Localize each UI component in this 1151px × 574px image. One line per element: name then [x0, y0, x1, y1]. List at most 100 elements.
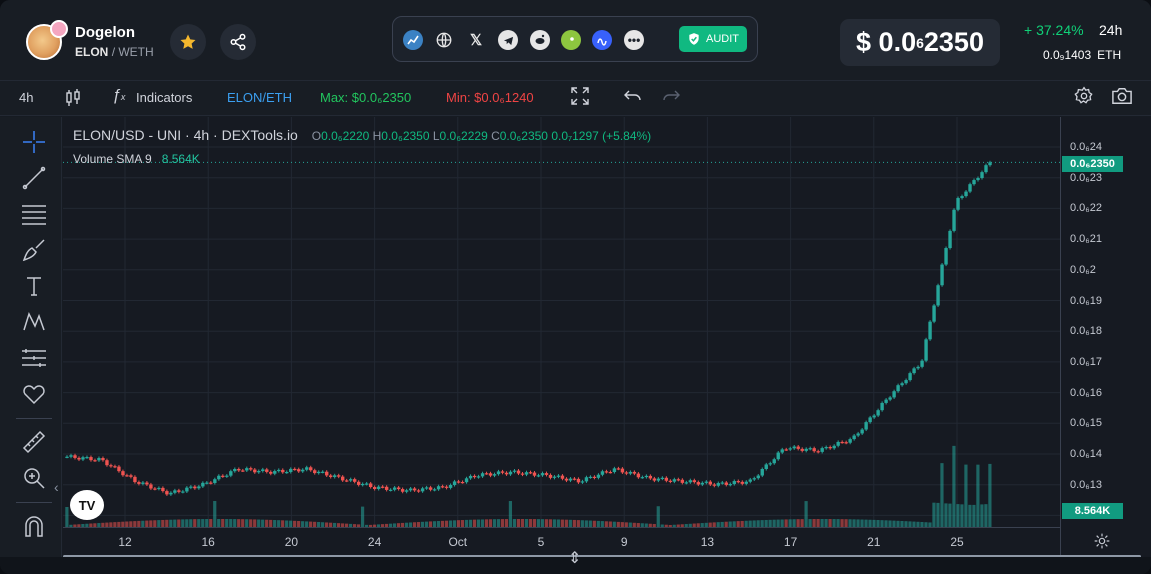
pair-switch-button[interactable]: ELON/ETH — [227, 90, 293, 105]
share-button[interactable] — [220, 24, 256, 60]
undo-button[interactable] — [624, 87, 642, 108]
chain-badge — [50, 20, 68, 38]
trendline-tool[interactable] — [20, 165, 48, 191]
volume-bar — [812, 519, 816, 527]
volume-bar — [892, 520, 896, 527]
price-chart[interactable] — [63, 117, 1060, 527]
volume-bar — [404, 522, 409, 527]
candle-body — [844, 442, 848, 444]
volume-bar — [281, 520, 285, 527]
volume-bar — [572, 519, 576, 527]
volume-bar — [828, 519, 832, 527]
eth-price: 0.0₉1403 ETH — [1043, 48, 1121, 62]
candle-body — [956, 198, 960, 210]
base-symbol: ELON — [75, 45, 109, 59]
candle-body — [237, 469, 241, 471]
candle-body — [984, 165, 988, 173]
collapse-tools-icon[interactable]: ‹ — [54, 479, 59, 495]
magnet-tool[interactable] — [20, 513, 48, 539]
indicators-button[interactable]: Indicators — [136, 90, 193, 105]
volume-bar — [820, 519, 824, 527]
volume-bar — [636, 523, 640, 527]
tools-divider-2 — [16, 502, 52, 503]
volume-bar — [209, 519, 213, 527]
coinmarketcap-icon[interactable] — [592, 30, 612, 50]
favorite-button[interactable] — [170, 24, 206, 60]
candle-body — [636, 473, 641, 478]
volume-bar — [608, 521, 612, 527]
change-period: 24h — [1099, 22, 1123, 38]
axis-settings-button[interactable] — [1094, 533, 1110, 554]
fib-tool[interactable] — [20, 201, 48, 227]
volume-bar — [560, 519, 564, 527]
reddit-icon[interactable] — [530, 30, 550, 50]
settings-button[interactable] — [1074, 86, 1094, 109]
volume-bar — [149, 520, 153, 527]
fullscreen-button[interactable] — [571, 87, 589, 108]
volume-bar — [816, 519, 820, 527]
interval-button[interactable]: 4h — [19, 90, 34, 105]
chart-icon[interactable] — [403, 30, 423, 50]
candle-body — [884, 399, 888, 403]
volume-bar — [808, 519, 812, 527]
candle-body — [564, 478, 569, 481]
volume-bar — [257, 519, 261, 527]
candle-body — [113, 466, 117, 468]
pattern-tool[interactable] — [20, 309, 48, 335]
price-zero-count: 6 — [916, 34, 924, 51]
candle-body — [940, 264, 944, 286]
x-icon[interactable]: 𝕏 — [469, 32, 483, 49]
candle-body — [101, 458, 105, 461]
volume-bar — [768, 519, 772, 527]
crosshair-tool[interactable] — [20, 129, 48, 155]
candle-body — [177, 490, 181, 492]
candle-body — [169, 492, 173, 495]
volume-bar — [376, 524, 381, 527]
candle-body — [924, 339, 928, 361]
candle-body — [229, 471, 233, 476]
candle-body — [293, 468, 297, 471]
time-axis[interactable] — [63, 527, 1060, 557]
candle-body — [944, 248, 948, 265]
time-axis-label: 21 — [867, 535, 881, 549]
audit-button[interactable]: AUDIT — [679, 26, 747, 52]
redo-button[interactable] — [662, 87, 680, 108]
brush-tool[interactable] — [20, 237, 48, 263]
measure-tool[interactable] — [20, 429, 48, 455]
volume-bar — [976, 464, 980, 527]
telegram-icon[interactable] — [498, 30, 518, 50]
candle-type-button[interactable] — [64, 88, 82, 111]
volume-bar — [141, 520, 145, 527]
volume-bar — [732, 521, 736, 527]
volume-bar — [556, 519, 560, 527]
volume-bar — [392, 523, 397, 527]
zoom-tool[interactable] — [20, 465, 48, 491]
token-avatar — [26, 20, 68, 60]
coingecko-icon[interactable] — [561, 30, 581, 50]
favorites-tool[interactable] — [20, 381, 48, 407]
text-tool[interactable] — [20, 273, 48, 299]
volume-bar — [388, 523, 393, 527]
volume-bar — [948, 503, 952, 527]
screenshot-button[interactable] — [1111, 86, 1133, 109]
text-icon — [27, 277, 41, 296]
resize-handle-icon[interactable]: ⇕ — [568, 550, 582, 567]
volume-bar — [520, 519, 525, 527]
price-axis[interactable] — [1060, 117, 1151, 557]
legend-title: ELON/USD - UNI · 4h · DEXTools.io — [73, 127, 298, 143]
candle-body — [460, 481, 465, 484]
volume-bar — [77, 524, 81, 527]
candle-body — [189, 486, 193, 488]
volume-bar — [692, 523, 696, 527]
prediction-tool[interactable] — [20, 345, 48, 371]
volume-bar — [704, 522, 708, 527]
time-axis-label: 20 — [284, 535, 299, 549]
volume-bar — [81, 524, 85, 527]
more-icon[interactable]: ••• — [624, 30, 644, 50]
candle-body — [173, 490, 177, 493]
globe-icon[interactable] — [434, 30, 454, 50]
volume-bar — [205, 519, 209, 527]
tradingview-logo[interactable]: TV — [70, 490, 104, 520]
candle-body — [868, 417, 872, 423]
chart-scrollbar[interactable] — [63, 555, 1141, 558]
